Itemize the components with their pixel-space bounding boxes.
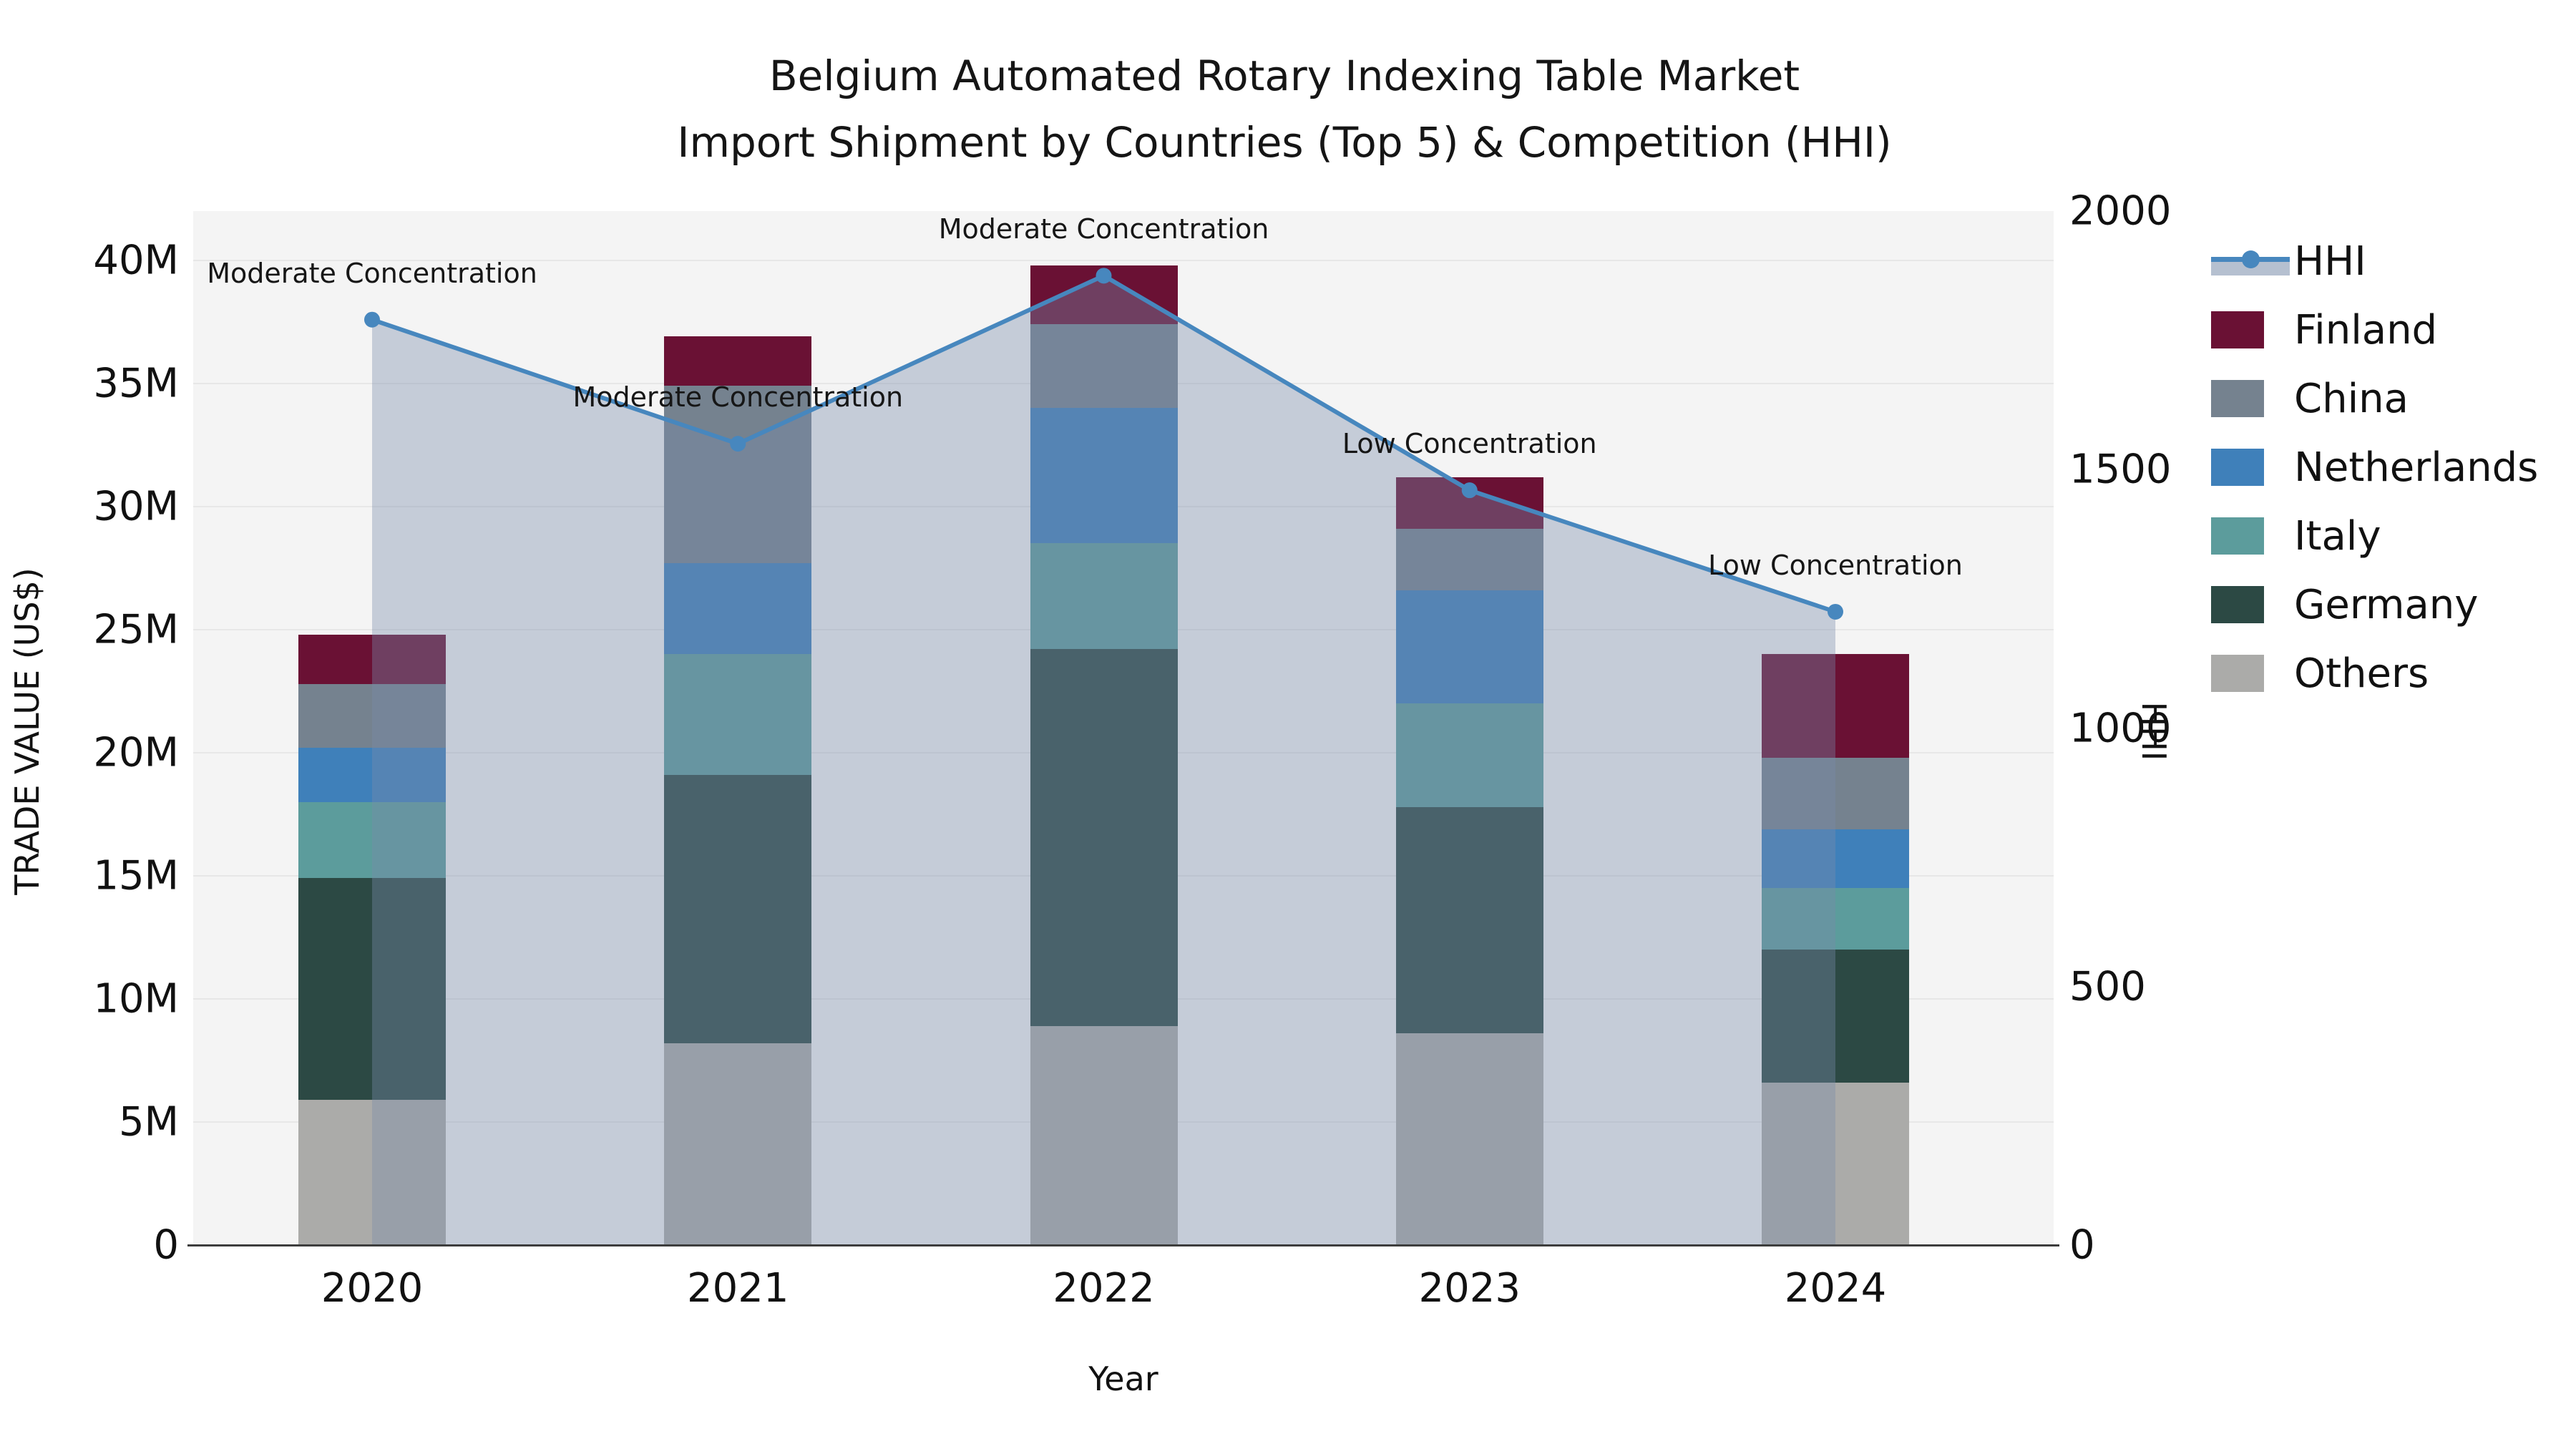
legend-label-germany: Germany [2294,581,2479,628]
bar-2021-others [664,1043,812,1245]
bar-2021-netherlands [664,563,812,655]
legend-swatch-netherlands [2211,449,2264,486]
bar-2023-germany [1395,806,1543,1034]
bar-2022-italy [1030,543,1178,650]
ytick-left-25M: 25M [93,606,179,653]
bar-2023-china [1395,528,1543,590]
legend-label-china: China [2294,375,2409,422]
bar-2021-china [664,386,812,563]
legend-label-hhi: HHI [2294,238,2366,285]
ytick-left-10M: 10M [93,975,179,1023]
legend-swatch-china [2211,380,2264,417]
bar-2024-netherlands [1762,829,1909,889]
ytick-left-0: 0 [153,1221,179,1269]
bar-2024-others [1762,1082,1909,1245]
annotation-2020: Moderate Concentration [207,257,537,289]
chart-title-line1: Belgium Automated Rotary Indexing Table … [769,52,1800,100]
bar-2020-netherlands [298,748,446,802]
legend-hhi-line-swatch [2211,243,2290,280]
legend-swatch-others [2211,655,2264,692]
bar-2020-others [298,1100,446,1245]
bar-2023-italy [1395,703,1543,807]
bar-2022-germany [1030,649,1178,1026]
bar-2024-finland [1762,654,1909,758]
bar-2020-germany [298,878,446,1101]
legend-item-netherlands: Netherlands [2211,442,2538,492]
legend-label-finland: Finland [2294,306,2438,353]
legend-label-others: Others [2294,650,2429,697]
hhi-line-layer [364,268,1843,1245]
ytick-right-1000: 1000 [2069,705,2172,751]
xtick-2020: 2020 [321,1265,424,1312]
bar-2023-netherlands [1395,590,1543,704]
bar-2024-china [1762,757,1909,829]
annotation-2023: Low Concentration [1342,428,1597,460]
legend-swatch-germany [2211,586,2264,623]
x-axis-title: Year [1088,1360,1158,1398]
legend-item-hhi: HHI [2211,236,2366,286]
plot-area: Moderate Concentration Moderate Concentra… [193,211,2054,1245]
ytick-right-1500: 1500 [2069,446,2172,493]
bar-2022-netherlands [1030,408,1178,544]
bar-2021-italy [664,654,812,775]
bar-2022-others [1030,1025,1178,1245]
ytick-left-30M: 30M [93,483,179,530]
ytick-left-35M: 35M [93,360,179,407]
legend-item-italy: Italy [2211,511,2381,561]
legend-item-germany: Germany [2211,580,2478,630]
ytick-left-5M: 5M [119,1098,179,1146]
xtick-2023: 2023 [1418,1265,1521,1312]
ytick-left-20M: 20M [93,729,179,776]
legend-label-italy: Italy [2294,512,2381,560]
legend-hhi-marker-icon [2242,250,2260,268]
hhi-marker-2020 [364,311,380,328]
annotation-2022: Moderate Concentration [938,213,1269,245]
hhi-area-fill [372,275,1835,1245]
bar-2023-others [1395,1033,1543,1245]
bar-2021-finland [664,336,812,386]
xtick-2024: 2024 [1784,1265,1887,1312]
ytick-left-15M: 15M [93,852,179,899]
bar-2020-italy [298,801,446,879]
xtick-2021: 2021 [686,1265,789,1312]
annotation-2024: Low Concentration [1708,549,1963,581]
bar-2022-china [1030,324,1178,409]
legend-item-china: China [2211,374,2409,424]
ytick-right-500: 500 [2069,963,2146,1010]
bar-2020-china [298,683,446,748]
annotation-2021: Moderate Concentration [572,381,904,414]
bar-2021-germany [664,774,812,1043]
hhi-marker-2021 [730,436,746,452]
hhi-marker-2024 [1828,603,1843,620]
hhi-marker-2022 [1096,268,1112,284]
bar-2020-finland [298,634,446,684]
legend-label-netherlands: Netherlands [2294,444,2539,491]
chart-title-line2: Import Shipment by Countries (Top 5) & C… [677,118,1892,167]
bar-2024-germany [1762,950,1909,1083]
bar-2024-italy [1762,888,1909,950]
xtick-2022: 2022 [1053,1265,1155,1312]
legend-swatch-finland [2211,311,2264,348]
ytick-left-40M: 40M [93,237,179,284]
x-axis-spine [187,1244,2059,1246]
gridline-40M [193,259,2054,261]
ytick-right-0: 0 [2069,1221,2095,1269]
hhi-marker-2023 [1461,482,1478,499]
ytick-right-2000: 2000 [2069,187,2172,235]
legend-item-finland: Finland [2211,305,2437,355]
legend-swatch-italy [2211,517,2264,555]
legend-item-others: Others [2211,648,2429,698]
legend-hhi-area-swatch [2211,261,2290,275]
